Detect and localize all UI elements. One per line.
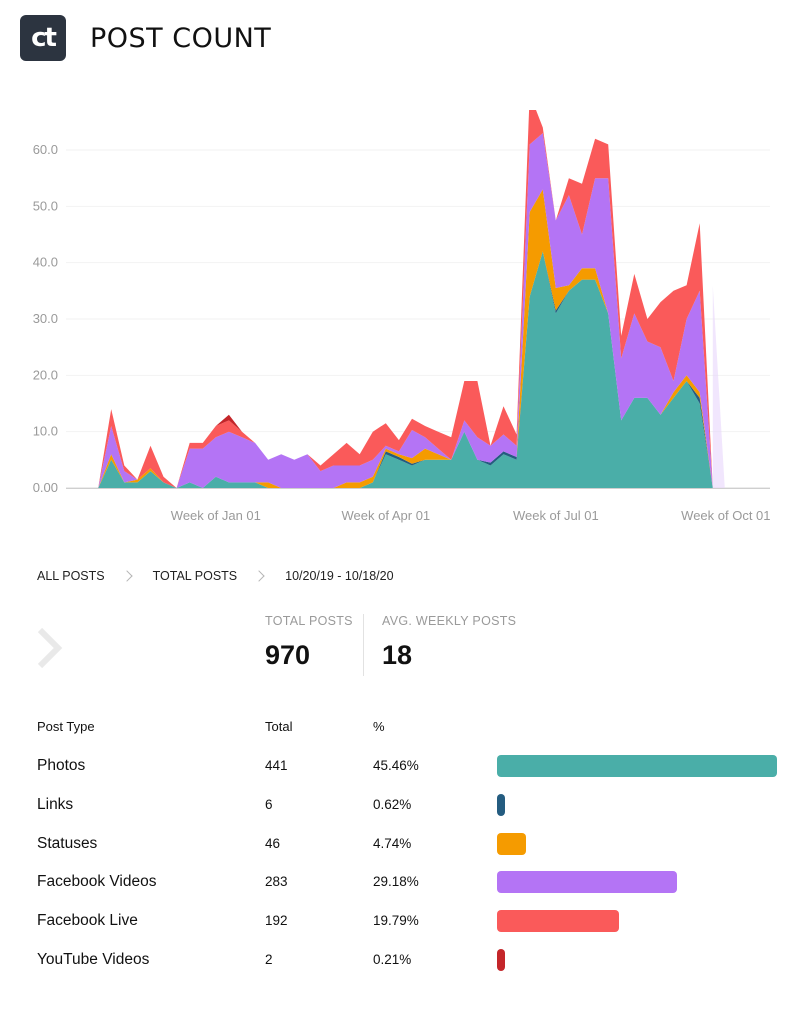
percent-cell: 19.79%: [373, 913, 419, 928]
share-bar: [497, 910, 619, 932]
table-row[interactable]: Facebook Live 192 19.79%: [0, 909, 806, 933]
share-bar: [497, 949, 505, 971]
post-type-cell: Statuses: [37, 835, 98, 852]
post-type-cell: Photos: [37, 757, 86, 774]
series-area-facebook_videos[interactable]: [72, 133, 752, 488]
total-cell: 46: [265, 836, 281, 851]
percent-cell: 0.62%: [373, 797, 412, 812]
series-area-facebook_live[interactable]: [72, 110, 752, 488]
post-type-cell: Links: [37, 796, 74, 813]
stat-divider: [363, 614, 364, 676]
total-cell: 6: [265, 797, 273, 812]
total-cell: 283: [265, 874, 288, 889]
ct-logo[interactable]: ct: [20, 15, 66, 61]
logo-text: ct: [31, 23, 57, 53]
share-bar: [497, 794, 505, 816]
y-tick-label: 30.0: [33, 311, 58, 326]
column-header-percent: %: [373, 719, 385, 734]
y-tick-label: 20.0: [33, 367, 58, 382]
percent-cell: 0.21%: [373, 952, 412, 967]
page-title: POST COUNT: [90, 22, 272, 54]
total-posts-value: 970: [265, 640, 311, 670]
percent-cell: 29.18%: [373, 874, 419, 889]
breadcrumb: ALL POSTS TOTAL POSTS 10/20/19 - 10/18/2…: [37, 566, 394, 586]
series-area-photos[interactable]: [72, 251, 752, 488]
share-bar: [497, 755, 777, 777]
table-row[interactable]: Photos 441 45.46%: [0, 754, 806, 778]
percent-cell: 4.74%: [373, 836, 412, 851]
breadcrumb-all-posts[interactable]: ALL POSTS: [37, 569, 105, 583]
share-bar: [497, 833, 527, 855]
y-tick-label: 10.0: [33, 424, 58, 439]
y-tick-label: 60.0: [33, 142, 58, 157]
share-bar: [497, 871, 677, 893]
chevron-right-icon: [253, 570, 265, 582]
total-posts-stat: TOTAL POSTS 970: [265, 614, 353, 671]
total-cell: 2: [265, 952, 273, 967]
x-tick-label: Week of Oct 01: [681, 508, 770, 523]
breadcrumb-total-posts[interactable]: TOTAL POSTS: [152, 569, 238, 583]
x-tick-label: Week of Apr 01: [342, 508, 431, 523]
table-row[interactable]: YouTube Videos 2 0.21%: [0, 948, 806, 972]
column-header-total: Total: [265, 719, 293, 734]
table-row[interactable]: Links 6 0.62%: [0, 793, 806, 817]
table-row[interactable]: Statuses 46 4.74%: [0, 832, 806, 856]
column-header-post-type: Post Type: [37, 719, 95, 734]
avg-weekly-posts-stat: AVG. WEEKLY POSTS 18: [382, 614, 516, 671]
y-tick-label: 50.0: [33, 198, 58, 213]
header: ct POST COUNT: [20, 15, 271, 61]
x-tick-label: Week of Jan 01: [171, 508, 261, 523]
breadcrumb-date-range: 10/20/19 - 10/18/20: [285, 569, 394, 583]
total-cell: 441: [265, 758, 288, 773]
percent-cell: 45.46%: [373, 758, 419, 773]
post-type-cell: Facebook Live: [37, 912, 138, 929]
post-type-cell: YouTube Videos: [37, 951, 150, 968]
post-count-chart[interactable]: 0.00 10.0 20.0 30.0 40.0 50.0 60.0 Week of Jan …: [0, 110, 806, 530]
series-fade: [712, 285, 725, 488]
chevron-right-icon: [120, 570, 133, 582]
total-cell: 192: [265, 913, 288, 928]
y-tick-label: 40.0: [33, 255, 58, 270]
x-tick-label: Week of Jul 01: [513, 508, 599, 523]
avg-weekly-posts-label: AVG. WEEKLY POSTS: [382, 614, 517, 628]
chevron-right-icon[interactable]: [30, 626, 68, 670]
y-tick-label: 0.00: [33, 480, 58, 495]
avg-weekly-posts-value: 18: [382, 640, 413, 670]
total-posts-label: TOTAL POSTS: [265, 614, 353, 628]
table-row[interactable]: Facebook Videos 283 29.18%: [0, 870, 806, 894]
post-type-cell: Facebook Videos: [37, 873, 157, 890]
